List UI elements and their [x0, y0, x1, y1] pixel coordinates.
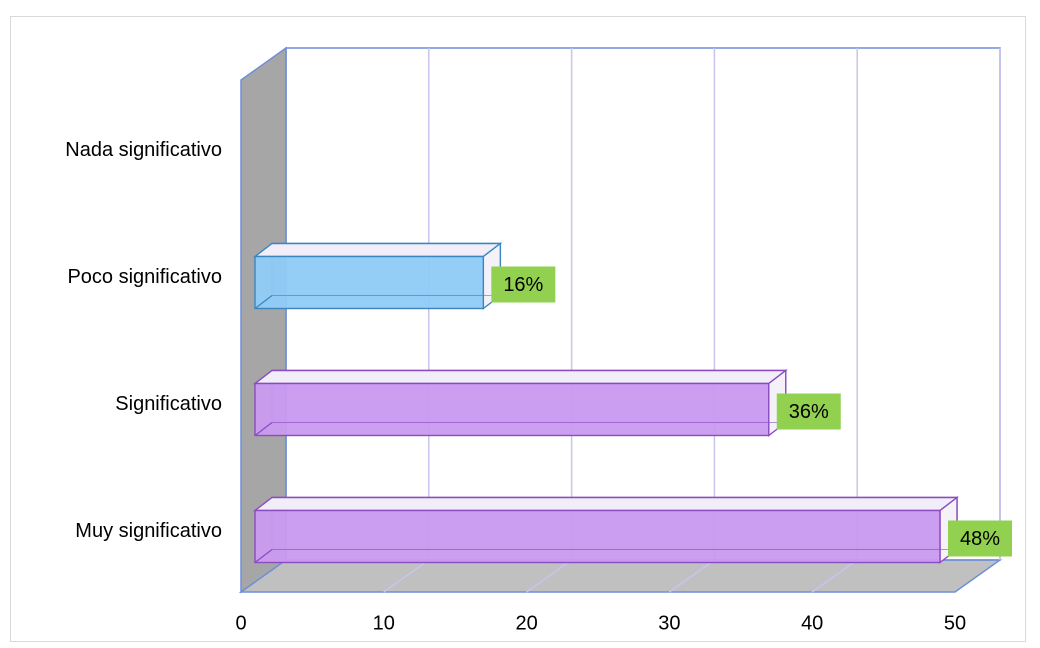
bar-3 [252, 496, 960, 564]
bars [252, 242, 960, 564]
bar-top-face [252, 369, 788, 385]
gridline-floor [668, 559, 715, 593]
data-label-box [776, 393, 841, 430]
chart-frame [10, 16, 1026, 642]
x-tick-label: 20 [515, 612, 537, 634]
bar-front-face [254, 255, 485, 310]
category-label: Significativo [115, 393, 222, 415]
gridline-floor [811, 559, 858, 593]
x-tick-label: 10 [373, 612, 395, 634]
bar-1 [252, 242, 503, 310]
bar-top-face [252, 496, 960, 512]
bar-top-face [252, 242, 503, 258]
bar-edge [254, 295, 273, 309]
data-label-box [491, 266, 556, 303]
category-label: Poco significativo [67, 266, 222, 288]
data-label: 16% [503, 274, 543, 296]
gridline-floor [526, 559, 573, 593]
data-label: 36% [789, 401, 829, 423]
category-label: Muy significativo [75, 520, 222, 542]
floor [238, 559, 1003, 593]
data-label: 48% [960, 528, 1000, 550]
bar-edge [254, 422, 273, 436]
x-tick-labels: 0 10 20 30 40 50 [235, 612, 966, 634]
category-label: Nada significativo [65, 139, 222, 161]
x-tick-label: 0 [235, 612, 246, 634]
category-labels: Nada significativo Poco significativo Sign… [65, 139, 222, 542]
data-label-box [948, 520, 1012, 557]
bar-front-face [254, 509, 941, 564]
x-tick-label: 30 [658, 612, 680, 634]
x-tick-label: 50 [944, 612, 966, 634]
gridline-floor [383, 559, 430, 593]
x-tick-label: 40 [801, 612, 823, 634]
bar-front-face [254, 382, 770, 437]
data-labels: 16% 36% 48% [491, 266, 1012, 557]
bar-edge [254, 549, 273, 563]
chart-walls [238, 46, 1003, 594]
bar-2 [252, 369, 788, 437]
